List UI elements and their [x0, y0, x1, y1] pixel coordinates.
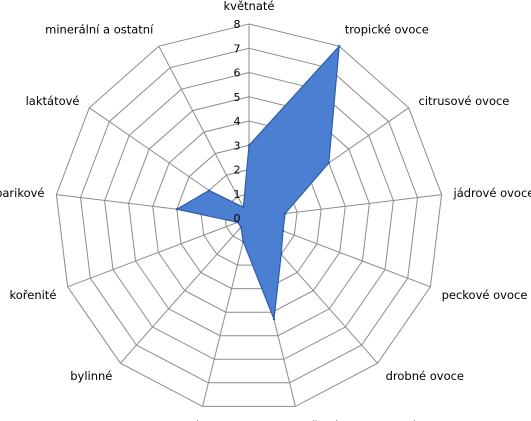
data-point-9	[236, 221, 239, 224]
grid-ring-5	[128, 96, 370, 337]
category-label-10: barikové	[0, 186, 45, 200]
tick-layer: 0 1 2 3 4 5 6 7 8	[234, 18, 241, 225]
data-point-7	[242, 240, 245, 243]
tick-label-0: 0	[234, 212, 241, 225]
category-label-9: kořenité	[9, 288, 56, 302]
tick-label-7: 7	[234, 42, 241, 55]
tick-label-4: 4	[234, 115, 241, 128]
grid-ring-7	[79, 47, 419, 384]
grid-ring-6	[104, 71, 394, 360]
data-point-6	[272, 318, 276, 321]
grid-ring-4	[152, 120, 346, 313]
category-label-2: citrusové ovoce	[419, 94, 510, 108]
tick-label-1: 1	[234, 188, 241, 201]
tick-label-3: 3	[234, 139, 241, 152]
data-point-5	[280, 253, 283, 256]
data-point-3	[283, 212, 287, 215]
data-point-0	[247, 144, 251, 147]
data-point-4	[281, 229, 285, 233]
data-point-12	[242, 206, 245, 209]
category-label-4: peckové ovoce	[442, 288, 528, 302]
data-point-11	[207, 189, 211, 192]
category-label-6: sušené a kandované ovoce	[298, 419, 454, 421]
category-label-7: karamelizované	[108, 419, 199, 421]
tick-label-5: 5	[234, 91, 241, 104]
data-point-1	[338, 45, 341, 48]
tick-label-2: 2	[234, 164, 241, 177]
data-point-10	[175, 208, 178, 211]
category-label-12: minerální a ostatní	[45, 23, 154, 37]
series-area-0	[175, 44, 340, 320]
category-label-11: laktátové	[26, 94, 80, 108]
axis-spoke-9	[67, 217, 250, 288]
category-label-8: bylinné	[70, 369, 112, 383]
category-label-0: květnaté	[224, 0, 275, 13]
axis-spoke-7	[202, 217, 250, 407]
axis-spoke-8	[120, 217, 250, 364]
grid-ring-8	[55, 23, 443, 407]
data-point-8	[239, 225, 243, 229]
category-label-5: drobné ovoce	[386, 369, 464, 383]
tick-label-6: 6	[234, 67, 241, 80]
tick-label-8: 8	[234, 18, 241, 31]
category-label-3: jádrové ovoce	[453, 186, 531, 200]
category-label-1: tropické ovoce	[345, 23, 429, 37]
data-point-2	[327, 161, 330, 165]
axis-spoke-12	[158, 45, 250, 219]
series-layer	[175, 44, 341, 321]
